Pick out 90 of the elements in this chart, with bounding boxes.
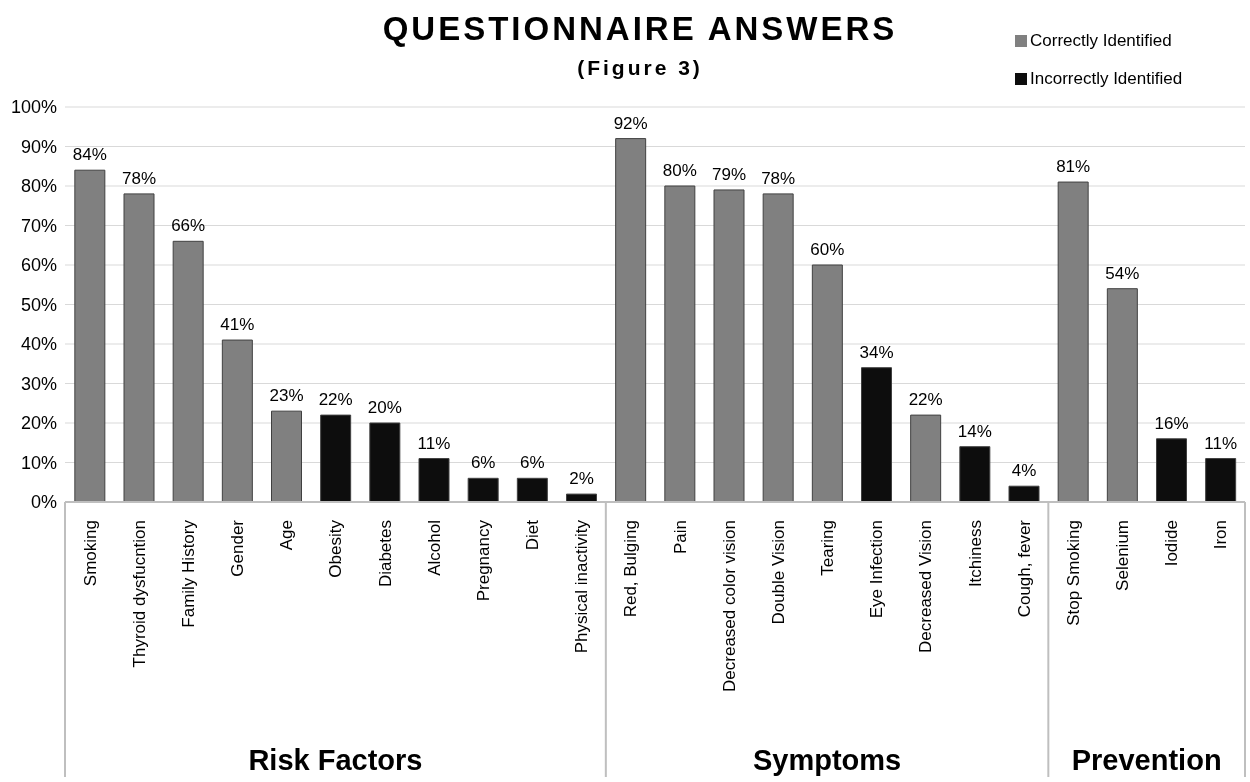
bar (320, 414, 352, 502)
data-label: 81% (1056, 157, 1091, 177)
x-tick-label: Thyroid dysfucntion (129, 520, 149, 668)
bar (172, 240, 204, 502)
data-label: 20% (367, 398, 402, 417)
text: Risk Factors (248, 744, 423, 776)
data-label: 4% (1011, 461, 1037, 481)
x-tick-label: Iron (1211, 520, 1231, 550)
x-tick-label: Selenium (1113, 520, 1133, 591)
x-tick-label: Alcohol (424, 520, 444, 576)
text: Prevention (1071, 744, 1222, 776)
x-tick-label: Decreased Vision (916, 520, 936, 653)
x-tick-label: Physical inactivity (572, 519, 592, 654)
bar (123, 193, 155, 502)
bar (1057, 181, 1089, 502)
data-label: 22% (318, 390, 353, 410)
bar (566, 493, 597, 502)
data-label: 22% (908, 390, 943, 410)
y-tick-label: 80% (20, 176, 57, 197)
x-tick-label: Pain (670, 520, 690, 555)
data-label: 41% (220, 315, 255, 335)
bar (418, 458, 450, 502)
text: Symptoms (752, 744, 902, 776)
data-label: 6% (470, 453, 496, 473)
data-label: 78% (761, 168, 796, 188)
x-tick-label: Eye Infection (867, 520, 887, 619)
bar (221, 339, 253, 502)
data-label: 78% (121, 168, 157, 188)
bar (762, 193, 794, 502)
legend-label: Correctly Identified (1030, 31, 1172, 51)
chart-subtitle: (Figure 3) (576, 56, 704, 80)
data-label: 66% (171, 216, 206, 236)
x-tick-label: Diabetes (375, 520, 395, 588)
data-label: 34% (859, 342, 894, 362)
data-label: 16% (1154, 413, 1189, 433)
bar (959, 446, 991, 502)
data-label: 11% (1204, 433, 1238, 453)
data-label: 23% (269, 386, 304, 406)
y-tick-label: 20% (20, 413, 57, 434)
chart-title: QUESTIONNAIRE ANSWERS (381, 10, 899, 48)
data-label: 11% (417, 433, 451, 453)
bar (910, 414, 942, 502)
data-label: 2% (569, 469, 594, 489)
data-label: 6% (520, 453, 545, 473)
x-tick-label: Diet (523, 519, 543, 551)
y-tick-label: 0% (30, 492, 57, 513)
legend-label: Incorrectly Identified (1030, 69, 1183, 89)
bar (615, 138, 647, 502)
x-tick-label: Double Vision (768, 520, 788, 625)
x-tick-label: Red, Bulging (621, 520, 641, 618)
bar (1205, 458, 1237, 502)
y-tick-label: 10% (20, 452, 57, 473)
data-label: 54% (1105, 263, 1140, 283)
bar (369, 422, 401, 502)
x-tick-label: Gender (228, 519, 248, 577)
y-tick-label: 40% (20, 334, 57, 355)
y-tick-label: 90% (20, 136, 57, 157)
bar (516, 477, 548, 502)
x-tick-label: Age (277, 520, 297, 551)
x-tick-label: Decreased color vision (719, 520, 739, 692)
y-tick-label: 60% (20, 255, 57, 276)
y-tick-label: 50% (20, 294, 57, 315)
x-tick-label: Tearing (818, 520, 838, 576)
bar (467, 477, 499, 502)
data-label: 60% (810, 240, 845, 259)
x-tick-label: Stop Smoking (1063, 520, 1083, 626)
y-tick-label: 30% (20, 373, 57, 394)
bar (1008, 485, 1040, 502)
bar (861, 367, 892, 502)
x-tick-label: Obesity (326, 519, 346, 578)
x-tick-label: Iodide (1162, 520, 1182, 567)
x-tick-label: Cough, fever (1014, 519, 1034, 618)
bar (713, 189, 745, 502)
data-label: 80% (662, 161, 697, 180)
bar (664, 185, 696, 502)
y-tick-label: 70% (20, 215, 57, 236)
y-tick-label: 100% (10, 97, 57, 118)
x-tick-label: Itchiness (965, 520, 985, 588)
x-tick-label: Family History (178, 519, 198, 628)
data-label: 79% (711, 164, 747, 184)
x-tick-label: Pregnancy (473, 519, 493, 602)
bar (74, 169, 106, 502)
bar (1106, 288, 1138, 502)
data-label: 84% (72, 145, 107, 165)
bar (811, 264, 843, 502)
data-label: 92% (613, 113, 648, 133)
x-tick-label: Smoking (80, 520, 100, 587)
bar (271, 410, 302, 502)
bar (1156, 438, 1187, 502)
data-label: 14% (957, 421, 992, 441)
